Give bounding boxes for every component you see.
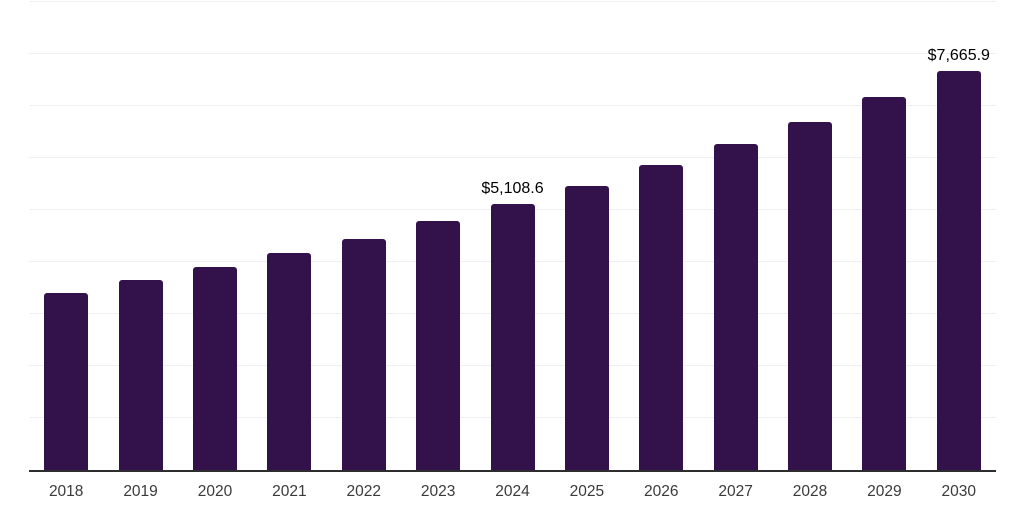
bar-2028[interactable] <box>788 121 833 470</box>
x-tick-label-2028: 2028 <box>792 483 828 500</box>
gridline-6000 <box>29 157 996 158</box>
bar-2027[interactable] <box>713 143 758 470</box>
x-tick-label-2027: 2027 <box>718 483 753 500</box>
x-tick-label-2024: 2024 <box>495 483 530 500</box>
bar-2018[interactable] <box>44 293 89 470</box>
gridline-9000 <box>29 1 996 2</box>
bar-2019[interactable] <box>118 279 163 470</box>
bar-2026[interactable] <box>639 165 684 470</box>
x-tick-label-2019: 2019 <box>123 483 158 500</box>
x-tick-label-2025: 2025 <box>569 483 605 500</box>
x-tick-label-2029: 2029 <box>867 483 902 500</box>
x-tick-label-2022: 2022 <box>346 483 381 500</box>
x-tick-label-2021: 2021 <box>272 483 307 500</box>
x-tick-label-2020: 2020 <box>197 483 233 500</box>
gridline-7000 <box>29 105 996 106</box>
bar-value-label-2030: $7,665.9 <box>927 47 990 65</box>
x-axis: 2018 2019 2020 2021 2022 2023 2024 2025 2026 2027… <box>29 481 996 505</box>
bar-2029[interactable] <box>862 96 907 470</box>
gridline-8000 <box>29 53 996 54</box>
bar-2022[interactable] <box>341 238 386 470</box>
x-tick-label-2030: 2030 <box>941 483 977 500</box>
bar-2030[interactable] <box>936 71 981 470</box>
bar-value-label-2024: $5,108.6 <box>481 180 544 198</box>
x-tick-label-2026: 2026 <box>644 483 679 500</box>
bar-2025[interactable] <box>564 185 609 470</box>
bar-2021[interactable] <box>267 252 312 470</box>
bar-2024[interactable] <box>490 204 535 470</box>
plot-area: $5,108.6 $7,665.9 <box>29 1 996 472</box>
x-tick-label-2023: 2023 <box>420 483 456 500</box>
bar-2023[interactable] <box>416 221 461 470</box>
x-tick-label-2018: 2018 <box>48 483 84 500</box>
bar-2020[interactable] <box>192 267 237 470</box>
